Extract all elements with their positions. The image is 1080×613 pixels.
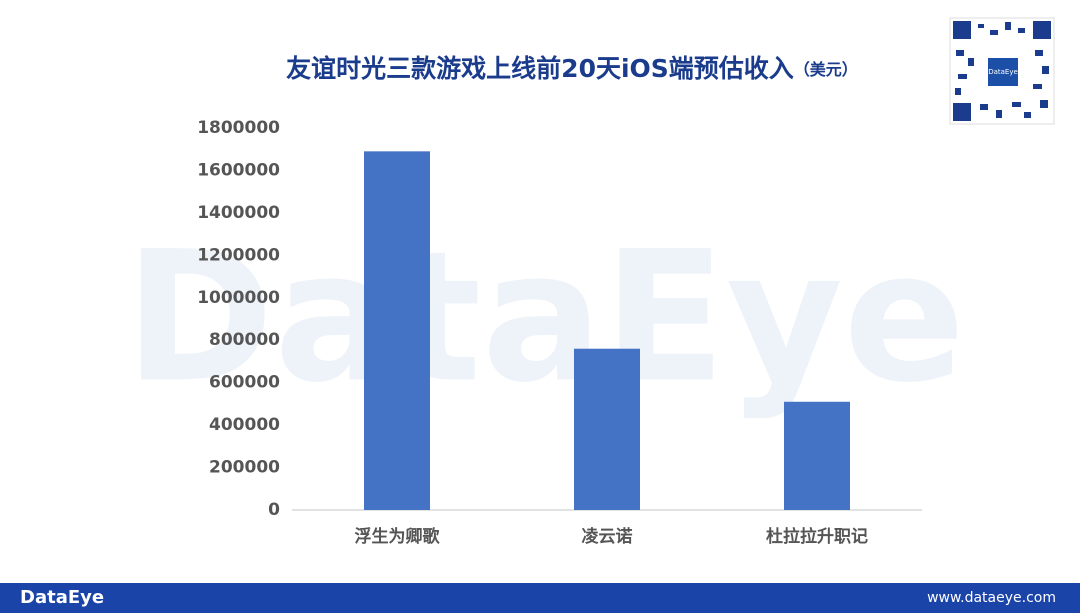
footer-brand: DataEye (20, 587, 104, 608)
x-tick-label: 浮生为卿歌 (355, 526, 441, 547)
bar (364, 151, 430, 510)
footer-bar (0, 583, 1080, 613)
y-tick-label: 1000000 (197, 288, 280, 308)
bar (574, 348, 640, 510)
y-tick-label: 1800000 (197, 118, 280, 138)
bar (784, 401, 850, 510)
y-tick-label: 200000 (209, 458, 280, 478)
x-tick-label: 杜拉拉升职记 (766, 526, 868, 547)
y-tick-label: 600000 (209, 373, 280, 393)
y-tick-label: 1200000 (197, 245, 280, 265)
qr-logo (988, 58, 1018, 86)
y-tick-label: 400000 (209, 415, 280, 435)
qr-pattern (953, 21, 1051, 121)
x-tick-label: 凌云诺 (582, 526, 633, 547)
title-main: 友谊时光三款游戏上线前20天iOS端预估收入 (286, 54, 794, 83)
qr-code: DataEye (949, 17, 1055, 125)
y-tick-label: 0 (268, 500, 280, 520)
qr-logo-text: DataEye (988, 68, 1018, 76)
watermark: DataEye (125, 213, 966, 422)
chart-title: 友谊时光三款游戏上线前20天iOS端预估收入（美元） (286, 54, 858, 83)
y-tick-label: 1400000 (197, 203, 280, 223)
footer-website: www.dataeye.com (927, 590, 1056, 606)
y-tick-label: 800000 (209, 330, 280, 350)
y-tick-label: 1600000 (197, 160, 280, 180)
title-unit: （美元） (794, 60, 858, 79)
